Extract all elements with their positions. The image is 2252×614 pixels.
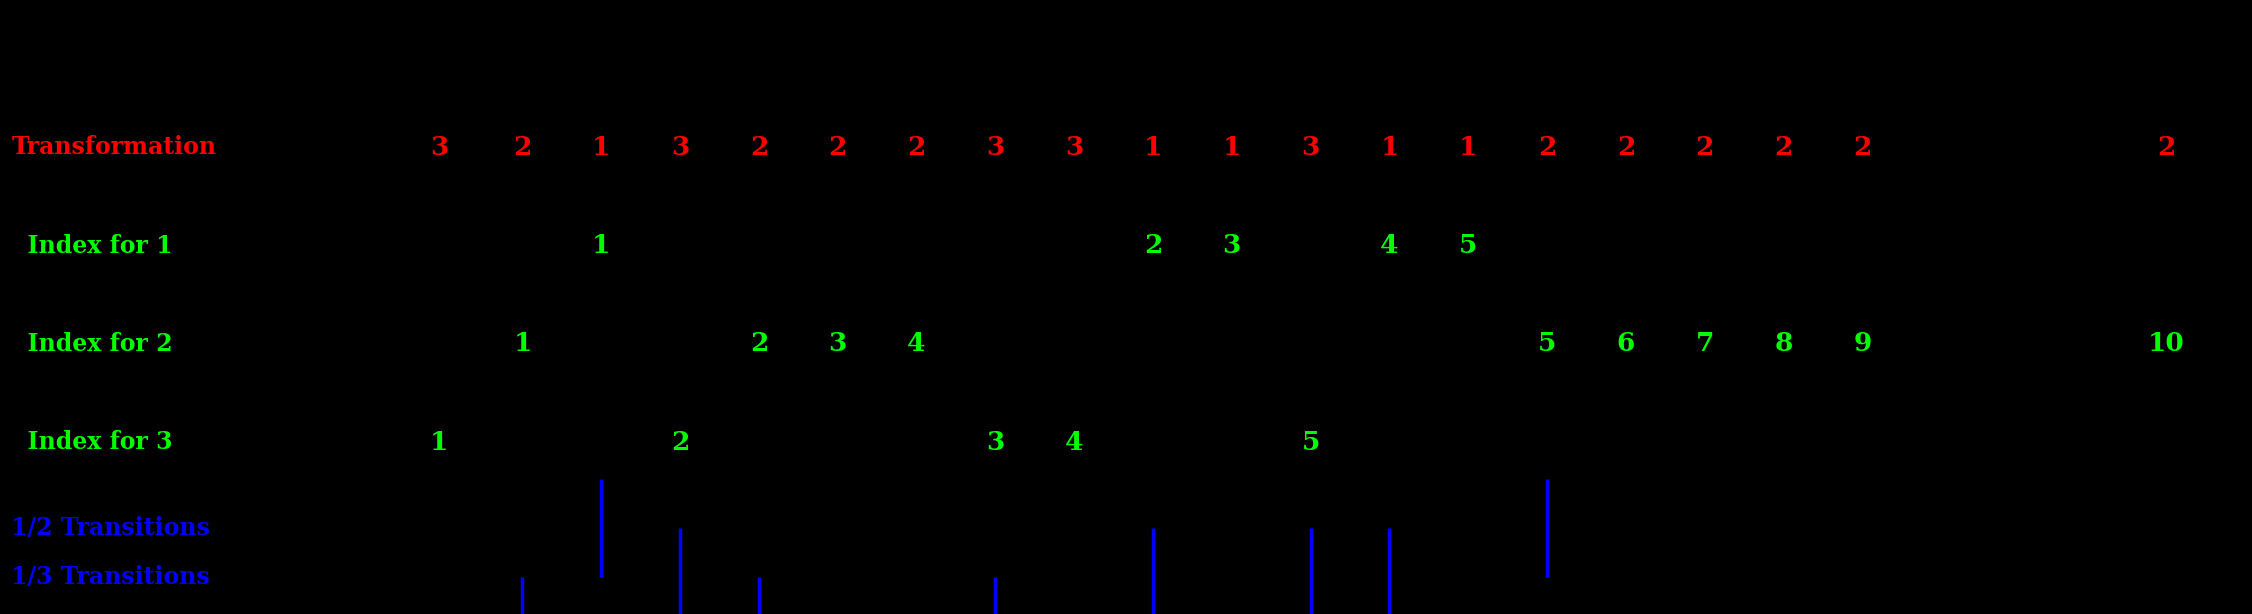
Text: 6: 6	[1617, 332, 1635, 356]
Text: 2: 2	[1775, 135, 1793, 160]
Text: 2: 2	[1538, 135, 1556, 160]
Text: 10: 10	[2148, 332, 2184, 356]
Text: 5: 5	[1459, 233, 1477, 258]
Text: 1: 1	[1144, 135, 1162, 160]
Text: 2: 2	[908, 135, 926, 160]
Text: 1/2 Transitions: 1/2 Transitions	[11, 516, 209, 540]
Text: 7: 7	[1696, 332, 1714, 356]
Text: 3: 3	[829, 332, 847, 356]
Text: Index for 1: Index for 1	[11, 233, 173, 258]
Text: 5: 5	[1538, 332, 1556, 356]
Text: 2: 2	[1617, 135, 1635, 160]
Text: 2: 2	[829, 135, 847, 160]
Text: 2: 2	[750, 332, 768, 356]
Text: 1: 1	[592, 233, 610, 258]
Text: 1/3 Transitions: 1/3 Transitions	[11, 565, 209, 589]
Text: 1: 1	[513, 332, 531, 356]
Text: 3: 3	[430, 135, 448, 160]
Text: 4: 4	[908, 332, 926, 356]
Text: Index for 2: Index for 2	[11, 332, 173, 356]
Text: 8: 8	[1775, 332, 1793, 356]
Text: 1: 1	[1459, 135, 1477, 160]
Text: 1: 1	[1380, 135, 1398, 160]
Text: 5: 5	[1302, 430, 1320, 454]
Text: 9: 9	[1853, 332, 1871, 356]
Text: 3: 3	[1223, 233, 1241, 258]
Text: 1: 1	[430, 430, 448, 454]
Text: 2: 2	[1853, 135, 1871, 160]
Text: 4: 4	[1065, 430, 1083, 454]
Text: 3: 3	[671, 135, 689, 160]
Text: 2: 2	[750, 135, 768, 160]
Text: Index for 3: Index for 3	[11, 430, 173, 454]
Text: 2: 2	[1144, 233, 1162, 258]
Text: Transformation: Transformation	[11, 135, 216, 160]
Text: 2: 2	[671, 430, 689, 454]
Text: 2: 2	[1696, 135, 1714, 160]
Text: 2: 2	[2157, 135, 2175, 160]
Text: 3: 3	[1302, 135, 1320, 160]
Text: 1: 1	[1223, 135, 1241, 160]
Text: 3: 3	[986, 135, 1004, 160]
Text: 3: 3	[1065, 135, 1083, 160]
Text: 2: 2	[513, 135, 531, 160]
Text: 3: 3	[986, 430, 1004, 454]
Text: 1: 1	[592, 135, 610, 160]
Text: 4: 4	[1380, 233, 1398, 258]
